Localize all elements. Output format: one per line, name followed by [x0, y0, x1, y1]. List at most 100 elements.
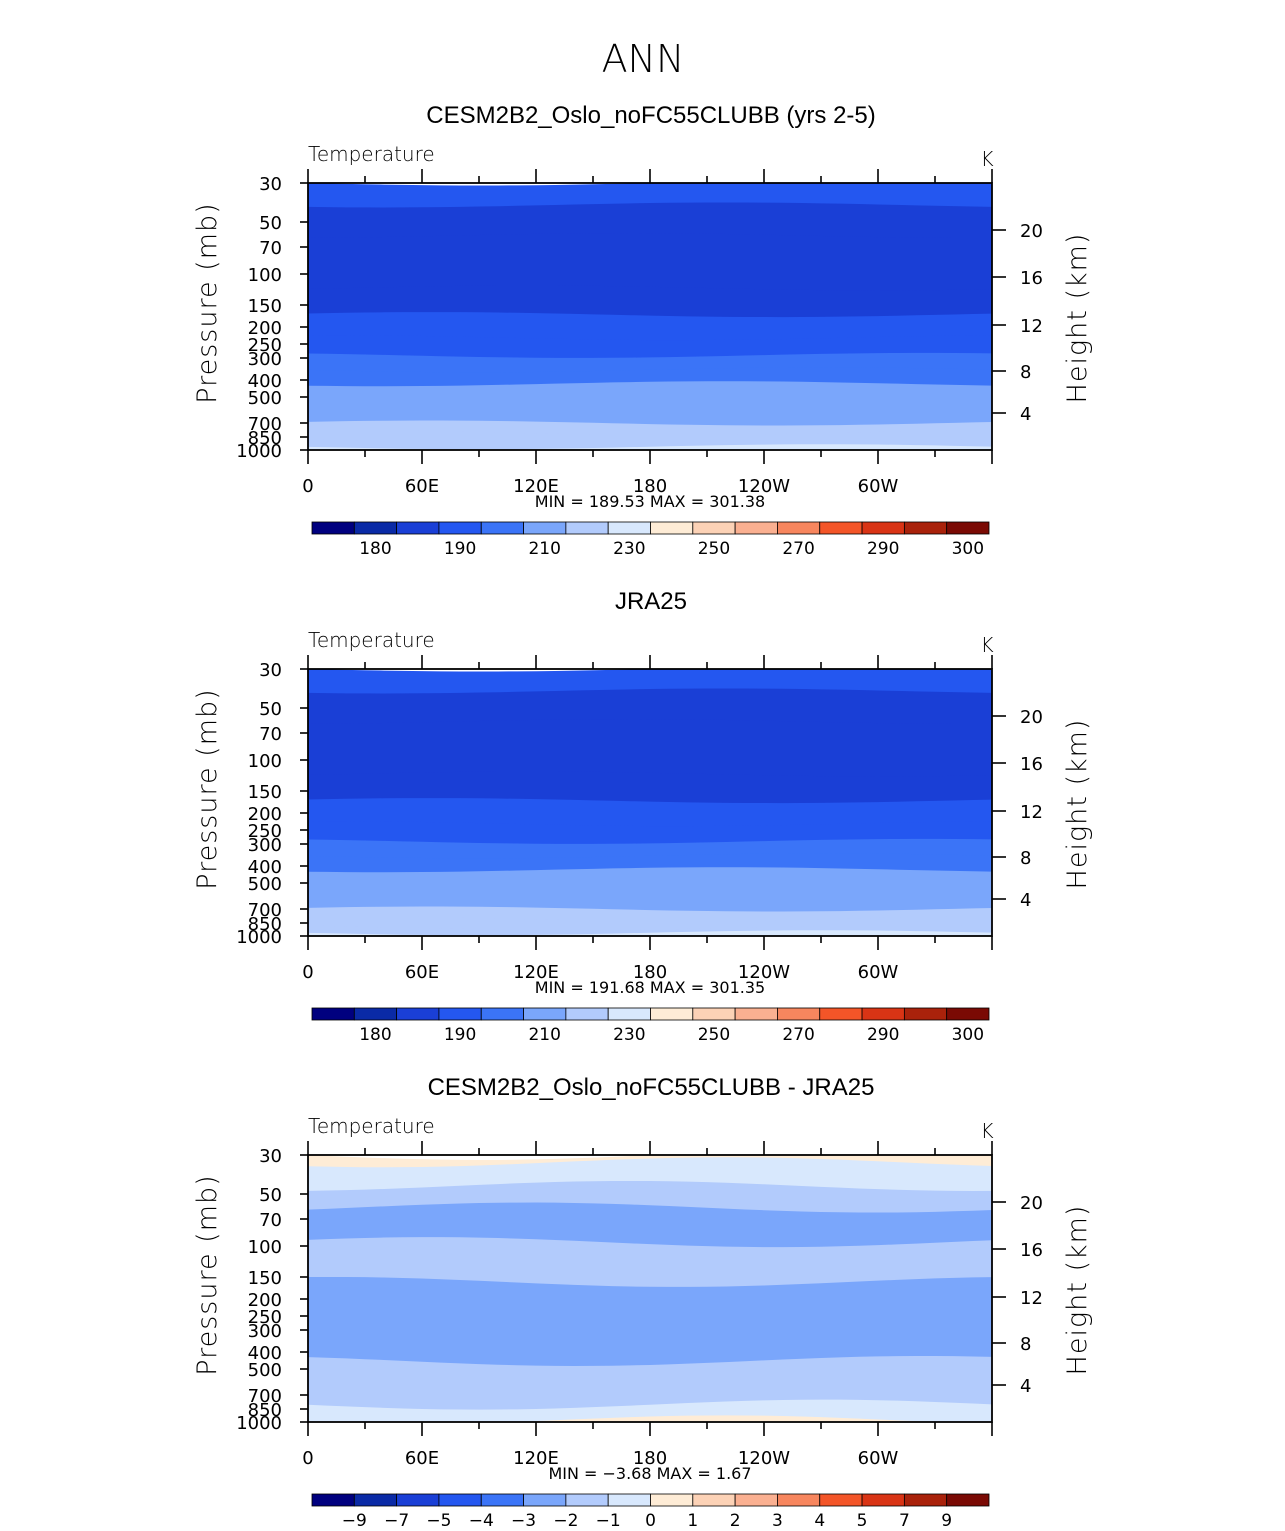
y-tick-label: 30: [259, 1146, 282, 1167]
colorbar-swatch: [903, 1007, 948, 1021]
y-tick-label: 50: [259, 213, 282, 234]
colorbar-swatch: [565, 1007, 609, 1021]
colorbar-swatch: [777, 1007, 821, 1021]
y-right-axis-label: Height (km): [1062, 1205, 1093, 1376]
colorbar-swatch: [861, 1007, 905, 1021]
y-right-tick-label: 12: [1020, 1288, 1043, 1309]
colorbar-swatch: [903, 521, 948, 535]
y-right-tick-label: 12: [1020, 316, 1043, 337]
colorbar-swatch: [438, 521, 482, 535]
y-right-tick-label: 16: [1020, 754, 1043, 775]
y-tick-label: 70: [259, 1210, 282, 1231]
colorbar-swatch: [480, 1007, 524, 1021]
y-tick-label: 50: [259, 1185, 282, 1206]
colorbar: 180 190 210 230 250 270 290 300: [311, 521, 990, 559]
y-right-tick-label: 20: [1020, 221, 1043, 242]
y-tick-label: 400: [248, 1343, 282, 1364]
panel-title: CESM2B2_Oslo_noFC55CLUBB - JRA25: [428, 1074, 875, 1101]
y-tick-label: 200: [248, 318, 282, 339]
colorbar-swatch: [946, 1493, 990, 1507]
colorbar-swatch: [734, 521, 778, 535]
colorbar-swatch: [692, 1493, 736, 1507]
colorbar-label: 290: [867, 539, 899, 559]
y-tick-label: 300: [248, 835, 282, 856]
colorbar-label: 0: [645, 1511, 656, 1531]
y-tick-label: 200: [248, 1290, 282, 1311]
units-label: K: [980, 1119, 993, 1143]
variable-label: Temperature: [308, 628, 435, 652]
y-tick-label: 850: [248, 914, 282, 935]
colorbar-label: 190: [444, 539, 476, 559]
colorbar-swatch: [523, 1493, 567, 1507]
colorbar-swatch: [311, 521, 355, 535]
y-tick-label: 250: [248, 335, 282, 356]
units-label: K: [980, 633, 993, 657]
colorbar-label: 180: [359, 539, 391, 559]
colorbar-swatch: [946, 521, 990, 535]
colorbar-swatch: [438, 1007, 482, 1021]
colorbar-swatch: [607, 1007, 651, 1021]
variable-label: Temperature: [308, 142, 435, 166]
y-tick-label: 500: [248, 874, 282, 895]
y-right-tick-label: 4: [1020, 1376, 1031, 1397]
colorbar-label: 180: [359, 1025, 391, 1045]
colorbar-label: 210: [528, 539, 560, 559]
colorbar-swatch: [396, 1007, 440, 1021]
y-tick-label: 70: [259, 724, 282, 745]
contour-fill: [308, 1155, 992, 1422]
y-tick-label: 700: [248, 1386, 282, 1407]
y-axis-label: Pressure (mb): [192, 688, 223, 889]
y-tick-label: 150: [248, 296, 282, 317]
x-tick-label: 60W: [858, 962, 899, 983]
y-tick-label: 500: [248, 388, 282, 409]
colorbar-label: 2: [730, 1511, 741, 1531]
colorbar-swatch: [777, 1493, 821, 1507]
colorbar: 180 190 210 230 250 270 290 300: [311, 1007, 990, 1045]
colorbar-label: 190: [444, 1025, 476, 1045]
y-tick-label: 300: [248, 1321, 282, 1342]
x-tick-label: 180: [633, 1448, 667, 1469]
colorbar-swatch: [650, 521, 694, 535]
contour-band: [308, 1276, 992, 1374]
y-tick-label: 150: [248, 1268, 282, 1289]
colorbar-swatch: [396, 521, 440, 535]
y-right-tick-label: 4: [1020, 890, 1031, 911]
colorbar-label: 300: [952, 539, 984, 559]
y-tick-label: 400: [248, 857, 282, 878]
contour-fill: [308, 669, 992, 936]
colorbar-label: 7: [899, 1511, 910, 1531]
y-tick-label: 850: [248, 1400, 282, 1421]
colorbar-swatch: [734, 1493, 778, 1507]
colorbar-label: 5: [857, 1511, 868, 1531]
contour-band: [308, 1237, 992, 1295]
contour-band: [308, 1399, 992, 1422]
y-tick-label: 250: [248, 821, 282, 842]
colorbar-swatch: [819, 521, 863, 535]
colorbar-label: 230: [613, 1025, 645, 1045]
x-tick-label: 0: [302, 476, 313, 497]
y-tick-label: 250: [248, 1307, 282, 1328]
colorbar-swatch: [903, 1493, 948, 1507]
contour-band: [308, 1415, 935, 1422]
colorbar-label: −9: [342, 1511, 367, 1531]
x-tick-label: 120E: [513, 1448, 559, 1469]
y-tick-label: 400: [248, 371, 282, 392]
colorbar-label: −3: [511, 1511, 536, 1531]
colorbar-swatch: [565, 1493, 609, 1507]
colorbar-swatch: [692, 1007, 736, 1021]
y-tick-label: 200: [248, 804, 282, 825]
colorbar-label: 250: [698, 1025, 730, 1045]
y-right-tick-label: 12: [1020, 802, 1043, 823]
colorbar-swatch: [311, 1007, 355, 1021]
y-tick-label: 1000: [236, 927, 282, 948]
y-tick-label: 150: [248, 782, 282, 803]
y-tick-label: 100: [248, 1237, 282, 1258]
y-tick-label: 30: [259, 660, 282, 681]
colorbar: −9 −7 −5 −4 −3 −2 −1 0 1 2 3 4 5 7 9: [311, 1493, 990, 1531]
colorbar-swatch: [353, 1007, 398, 1021]
x-tick-label: 120W: [738, 476, 790, 497]
contour-band: [308, 719, 992, 787]
x-tick-label: 60E: [405, 476, 439, 497]
colorbar-swatch: [650, 1493, 694, 1507]
y-right-tick-label: 8: [1020, 848, 1031, 869]
